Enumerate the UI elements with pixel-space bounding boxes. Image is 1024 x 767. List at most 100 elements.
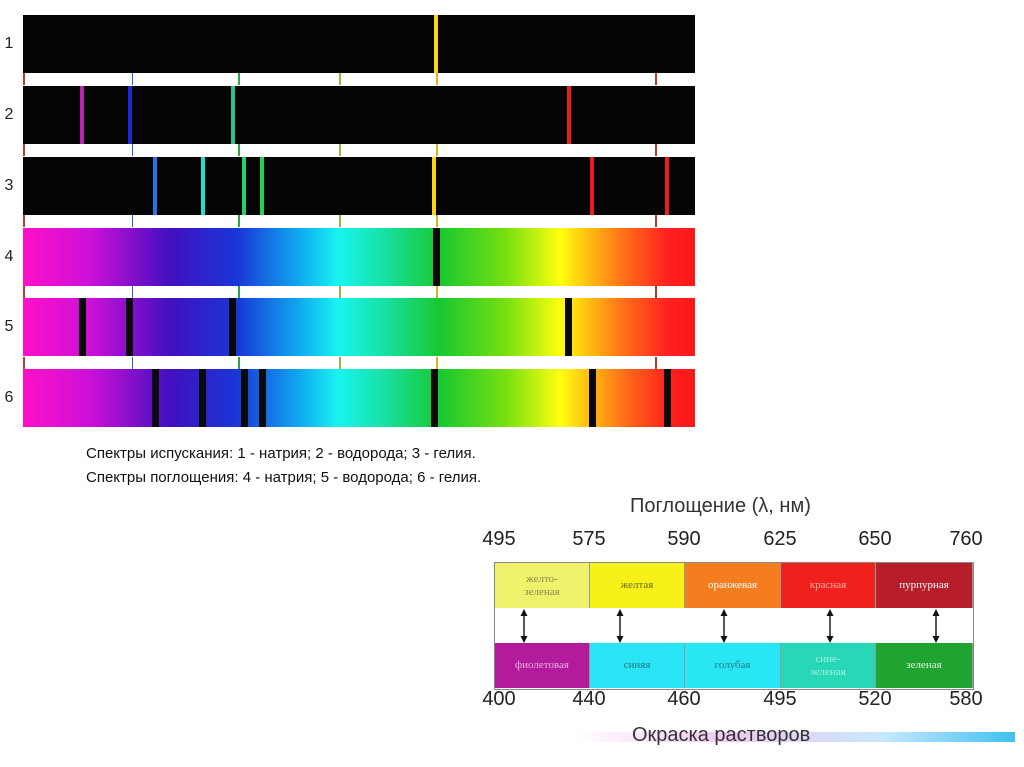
wavelength-tick <box>131 215 134 227</box>
spectral-line <box>126 298 134 356</box>
color-absorption-table: желто-зеленая желтая оранжевая красная пурпу… <box>494 562 974 690</box>
solution-color-cell: голубая <box>685 643 781 688</box>
spectrum-row-number: 5 <box>4 318 14 335</box>
wavelength-tick <box>655 286 657 298</box>
wavelength-tick <box>131 286 134 298</box>
solution-wavelength-label: 580 <box>949 688 983 710</box>
wavelength-tick <box>238 357 240 369</box>
double-arrow-icon <box>720 609 728 643</box>
solution-color-cell: сине-зеленая <box>781 643 876 688</box>
wavelength-tick <box>238 215 240 227</box>
spectral-line <box>153 157 158 215</box>
absorption-wavelength-label: 625 <box>763 528 797 550</box>
wavelength-tick <box>238 73 240 85</box>
absorbed-color-cell-label: красная <box>809 579 847 591</box>
double-arrow-icon <box>520 609 528 643</box>
emission-spectrum-2 <box>23 86 695 144</box>
wavelength-tick <box>23 215 25 227</box>
solution-wavelength-label: 400 <box>482 688 516 710</box>
wavelength-tick <box>436 286 438 298</box>
wavelength-tick <box>23 286 25 298</box>
double-arrow-icon <box>616 609 624 643</box>
solution-color-cell-label: фиолетовая <box>515 659 569 671</box>
absorption-wavelength-label: 590 <box>667 528 701 550</box>
solution-color-cell-label: синяя <box>623 659 651 671</box>
wavelength-tick <box>23 73 25 85</box>
wavelength-tick <box>23 144 25 156</box>
spectral-line <box>260 157 265 215</box>
solution-wavelength-label: 440 <box>572 688 606 710</box>
absorbed-color-cell: пурпурная <box>876 563 973 608</box>
solution-color-cell-label: сине-зеленая <box>810 652 846 678</box>
absorbed-color-cell: желто-зеленая <box>495 563 590 608</box>
spectral-line <box>200 157 205 215</box>
wavelength-tick <box>131 357 134 369</box>
solution-color-title: Окраска растворов <box>632 724 811 746</box>
spectral-line <box>199 369 207 427</box>
wavelength-tick <box>655 215 657 227</box>
absorbed-color-cell: желтая <box>590 563 685 608</box>
wavelength-tick <box>436 215 438 227</box>
wavelength-tick <box>436 73 438 85</box>
spectral-line <box>434 15 439 73</box>
wavelength-tick <box>436 357 438 369</box>
absorbed-color-cell-label: желто-зеленая <box>524 572 560 598</box>
solution-wavelength-label: 520 <box>858 688 892 710</box>
spectral-line <box>590 157 595 215</box>
wavelength-tick <box>655 73 657 85</box>
absorption-title: Поглощение (λ, нм) <box>630 495 811 517</box>
solution-wavelength-label: 495 <box>763 688 797 710</box>
absorption-spectrum-6 <box>23 369 695 427</box>
absorption-wavelength-label: 575 <box>572 528 606 550</box>
solution-color-cell-label: зеленая <box>906 659 942 671</box>
spectral-line <box>230 86 235 144</box>
wavelength-tick <box>238 144 240 156</box>
spectral-line <box>430 369 438 427</box>
spectral-line <box>127 86 132 144</box>
spectral-line <box>258 369 266 427</box>
spectrum-row-number: 4 <box>4 248 14 265</box>
spectra-panel: 1 2 3 4 5 6 Спектры испускания: 1 - натрия; 2… <box>0 0 700 500</box>
absorption-wavelength-label: 495 <box>482 528 516 550</box>
double-arrow-icon <box>932 609 940 643</box>
spectrum-row-number: 3 <box>4 177 14 194</box>
wavelength-tick <box>339 215 341 227</box>
wavelength-tick <box>131 73 134 85</box>
spectral-line <box>78 298 86 356</box>
wavelength-tick <box>655 357 657 369</box>
absorption-spectrum-5 <box>23 298 695 356</box>
wavelength-tick <box>339 73 341 85</box>
emission-spectrum-1 <box>23 15 695 73</box>
spectral-line <box>565 298 572 356</box>
spectral-line <box>229 298 236 356</box>
spectral-line <box>240 369 248 427</box>
wavelength-tick <box>238 286 240 298</box>
absorbed-color-cell: оранжевая <box>685 563 781 608</box>
solution-color-cell: синяя <box>590 643 685 688</box>
wavelength-tick <box>23 357 25 369</box>
decorative-gradient-bar <box>575 732 1015 742</box>
solution-color-cell-label: голубая <box>714 659 751 671</box>
spectrum-row-number: 1 <box>4 35 14 52</box>
wavelength-tick <box>131 144 134 156</box>
absorption-wavelength-label: 650 <box>858 528 892 550</box>
absorption-spectrum-4 <box>23 228 695 286</box>
absorbed-color-cell: красная <box>781 563 876 608</box>
spectral-line <box>242 157 247 215</box>
spectral-line <box>151 369 159 427</box>
spectral-line <box>588 369 596 427</box>
spectrum-row-number: 2 <box>4 106 14 123</box>
spectral-line <box>566 86 571 144</box>
wavelength-tick <box>339 357 341 369</box>
spectral-line <box>432 157 437 215</box>
spectral-line <box>432 228 440 286</box>
absorbed-color-cell-label: оранжевая <box>707 579 758 591</box>
solution-color-cell: фиолетовая <box>495 643 590 688</box>
emission-caption: Спектры испускания: 1 - натрия; 2 - водо… <box>86 445 476 462</box>
emission-spectrum-3 <box>23 157 695 215</box>
wavelength-tick <box>339 286 341 298</box>
spectral-line <box>663 369 671 427</box>
spectrum-row-number: 6 <box>4 389 14 406</box>
double-arrow-icon <box>826 609 834 643</box>
absorbed-color-cell-label: желтая <box>620 579 654 591</box>
